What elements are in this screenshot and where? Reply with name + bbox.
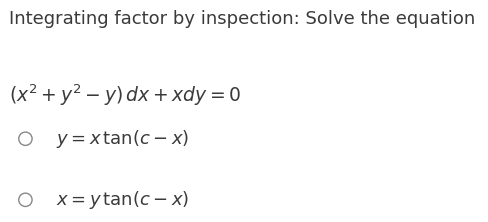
Text: Integrating factor by inspection: Solve the equation: Integrating factor by inspection: Solve … [9,10,474,28]
Ellipse shape [19,132,32,145]
Text: $y = x\,\tan(c - x)$: $y = x\,\tan(c - x)$ [56,128,189,150]
Text: $(x^2 + y^2 - y)\,dx + xdy = 0$: $(x^2 + y^2 - y)\,dx + xdy = 0$ [9,82,241,108]
Ellipse shape [19,193,32,206]
Text: $x = y\,\tan(c - x)$: $x = y\,\tan(c - x)$ [56,189,189,211]
